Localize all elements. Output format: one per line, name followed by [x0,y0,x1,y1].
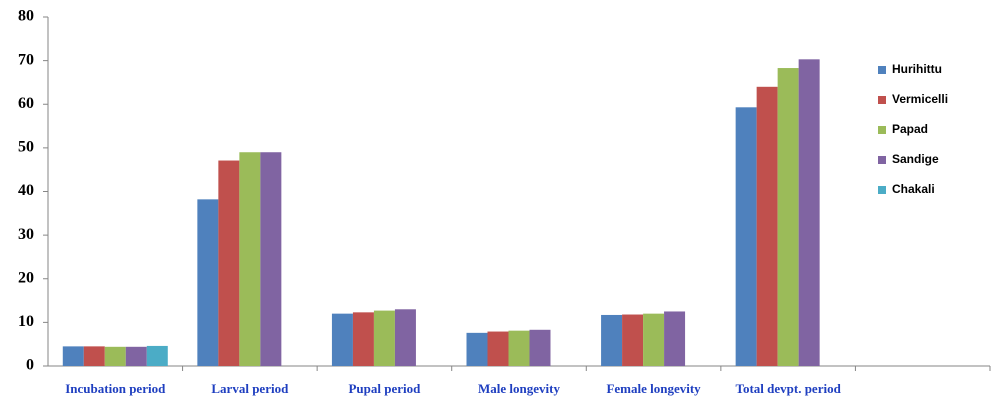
x-tick-label: Larval period [211,381,289,396]
bar [260,152,282,366]
legend-swatch [878,66,886,74]
y-tick-label: 40 [18,182,34,199]
legend-label: Sandige [892,152,939,166]
bar [218,160,240,366]
bar [466,332,488,366]
legend-swatch [878,126,886,134]
bar [239,152,261,366]
x-tick-label: Incubation period [65,381,166,396]
y-tick-label: 50 [18,139,34,156]
bar [146,345,168,366]
y-tick-label: 60 [18,95,34,112]
bar [777,68,799,366]
bar [508,330,530,366]
y-tick-label: 0 [26,357,34,374]
bar [756,86,778,367]
bar [83,346,105,366]
bar [373,310,395,366]
bar [352,312,374,366]
bar [394,309,416,366]
bar [529,329,551,366]
y-tick-label: 10 [18,313,34,330]
legend-label: Hurihittu [892,62,942,76]
bar [197,199,219,366]
bar [643,313,665,366]
y-tick-label: 20 [18,269,34,286]
x-tick-label: Pupal period [348,381,421,396]
bar [125,346,147,366]
bar [331,313,353,366]
bar [104,346,126,366]
y-tick-label: 30 [18,226,34,243]
legend-swatch [878,156,886,164]
bar [487,331,509,366]
bar [735,107,757,367]
bar [622,314,644,366]
x-tick-label: Male longevity [478,381,560,396]
y-tick-label: 80 [18,8,34,25]
x-tick-label: Female longevity [606,381,701,396]
bar [664,311,686,366]
legend-swatch [878,186,886,194]
bar [601,314,623,366]
legend-swatch [878,96,886,104]
legend-label: Chakali [892,182,935,196]
bar [798,59,820,366]
y-tick-label: 70 [18,51,34,68]
x-tick-label: Total devpt. period [735,381,841,396]
legend-label: Papad [892,122,928,136]
legend-label: Vermicelli [892,92,948,106]
bar [62,346,84,366]
